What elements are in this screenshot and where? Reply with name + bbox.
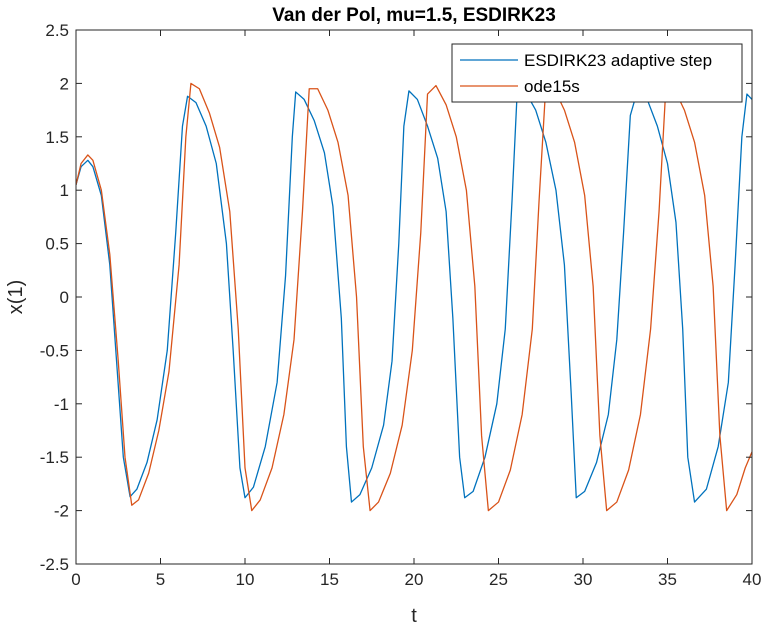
chart-title: Van der Pol, mu=1.5, ESDIRK23 — [272, 5, 556, 26]
x-tick-label: 20 — [405, 570, 424, 589]
axes-layer: 0 5 10 15 20 25 30 35 40 -2.5 -2 -1.5 -1 -0.5 0 0.5 1 1.5… — [40, 21, 762, 589]
x-tick-label: 35 — [658, 570, 677, 589]
x-tick-label: 40 — [743, 570, 762, 589]
y-tick-label: -1.5 — [40, 448, 69, 467]
y-tick-label: -2.5 — [40, 555, 69, 574]
legend-box — [451, 43, 743, 103]
x-axis-label: t — [411, 605, 417, 626]
x-tick-label: 0 — [71, 570, 80, 589]
legend: ESDIRK23 adaptive step ode15s — [451, 43, 743, 103]
x-tick-label: 30 — [574, 570, 593, 589]
legend-label-2: ode15s — [524, 77, 580, 96]
plot-area — [76, 30, 752, 564]
y-axis-label: x(1) — [5, 280, 27, 314]
y-tick-label: -1 — [54, 395, 69, 414]
y-tick-label: 2.5 — [45, 21, 69, 40]
y-tick-label: 0.5 — [45, 235, 69, 254]
y-tick-label: -0.5 — [40, 341, 69, 360]
y-tick-label: 0 — [60, 288, 69, 307]
y-tick-label: 2 — [60, 74, 69, 93]
y-tick-label: 1.5 — [45, 128, 69, 147]
series-line-2 — [76, 82, 752, 512]
y-tick-label: 1 — [60, 181, 69, 200]
x-tick-label: 15 — [320, 570, 339, 589]
legend-label-1: ESDIRK23 adaptive step — [524, 51, 712, 70]
x-tick-label: 10 — [236, 570, 255, 589]
x-tick-label: 5 — [156, 570, 165, 589]
y-tick-label: -2 — [54, 502, 69, 521]
x-tick-label: 25 — [489, 570, 508, 589]
